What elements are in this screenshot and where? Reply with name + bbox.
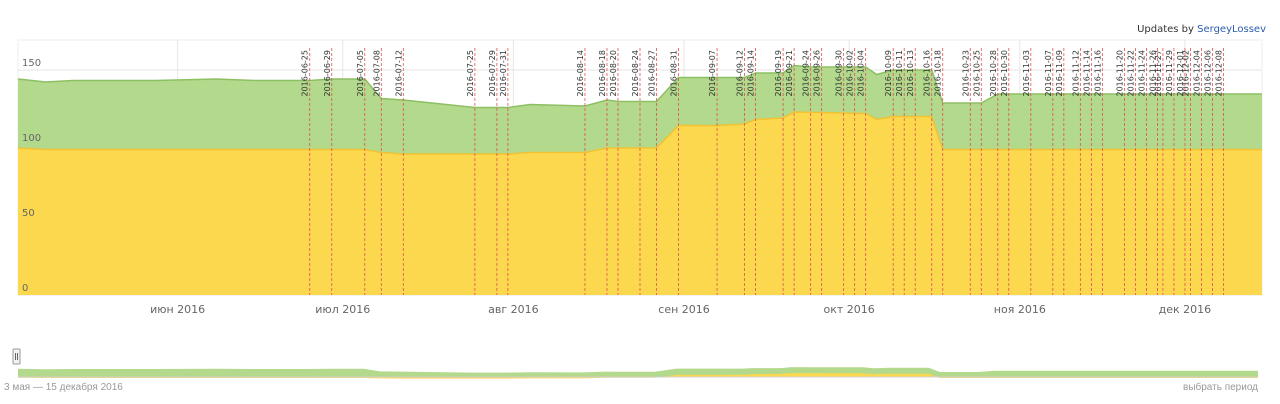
event-marker-label: 2016-09-14	[747, 50, 756, 97]
x-tick-label: дек 2016	[1159, 303, 1212, 316]
navigator-area-0	[18, 367, 1258, 377]
event-marker-label: 2016-07-25	[466, 50, 475, 97]
event-marker-label: 2016-09-21	[785, 50, 794, 97]
updates-prefix: Updates by	[1137, 24, 1194, 35]
event-marker-label: 2016-08-24	[631, 50, 640, 97]
event-marker-label: 2016-10-13	[906, 50, 915, 97]
event-marker-label: 2016-08-18	[598, 50, 607, 97]
event-marker-label: 2016-07-12	[394, 50, 403, 97]
event-marker-label: 2016-09-19	[774, 50, 783, 97]
event-marker-label: 2016-07-05	[356, 50, 365, 97]
event-marker-label: 2016-09-24	[802, 50, 811, 97]
main-chart[interactable]: 0 50 100 150 2016-06-25 2016-06-29 2016-07-05 2…	[0, 0, 1280, 330]
event-marker-label: 2016-10-09	[884, 50, 893, 97]
event-marker-label: 2016-11-14	[1082, 50, 1091, 97]
event-marker-label: 2016-12-06	[1203, 50, 1212, 97]
event-marker-label: 2016-08-31	[670, 50, 679, 97]
event-marker-label: 2016-11-24	[1137, 50, 1146, 97]
event-marker-label: 2016-09-26	[813, 50, 822, 97]
event-marker-label: 2016-10-18	[934, 50, 943, 97]
series-line-0	[17, 64, 1262, 109]
event-marker-label: 2016-11-03	[1022, 50, 1031, 97]
author-link[interactable]: SergeyLossev	[1197, 24, 1266, 35]
event-marker-label: 2016-11-29	[1165, 50, 1174, 97]
event-marker-label: 2016-07-29	[488, 50, 497, 97]
event-marker-label: 2016-10-11	[895, 50, 904, 97]
event-marker-label: 2016-10-02	[846, 50, 855, 97]
y-tick-label: 50	[22, 208, 35, 219]
event-marker-label: 2016-11-07	[1044, 50, 1053, 97]
event-marker-label: 2016-06-25	[301, 50, 310, 97]
event-marker-label: 2016-09-12	[736, 50, 745, 97]
select-period-link[interactable]: выбрать период	[1183, 382, 1258, 393]
x-tick-label: сен 2016	[658, 303, 710, 316]
x-tick-label: окт 2016	[824, 303, 875, 316]
event-marker-label: 2016-10-04	[857, 50, 866, 97]
navigator-left-handle[interactable]	[12, 348, 21, 365]
x-tick-label: ноя 2016	[994, 303, 1046, 316]
event-marker-label: 2016-08-27	[648, 50, 657, 97]
y-tick-label: 100	[22, 133, 41, 144]
y-tick-label: 0	[22, 283, 28, 294]
event-marker-label: 2016-09-07	[708, 50, 717, 97]
event-marker-label: 2016-11-09	[1055, 50, 1064, 97]
event-marker-label: 2016-11-16	[1093, 50, 1102, 97]
event-marker-label: 2016-10-25	[972, 50, 981, 97]
period-range: 3 мая — 15 декабря 2016	[4, 382, 123, 393]
updates-credit: Updates by SergeyLossev	[1137, 24, 1266, 35]
x-tick-label: июн 2016	[150, 303, 205, 316]
event-marker-label: 2016-08-14	[576, 50, 585, 97]
event-marker-label: 2016-12-04	[1192, 50, 1201, 97]
event-marker-label: 2016-11-27	[1154, 50, 1163, 97]
x-tick-label: июл 2016	[315, 303, 370, 316]
event-marker-label: 2016-09-30	[835, 50, 844, 97]
event-marker-label: 2016-11-22	[1126, 50, 1135, 97]
event-marker-label: 2016-10-30	[1000, 50, 1009, 97]
event-marker-label: 2016-11-26	[1148, 50, 1157, 97]
event-marker-label: 2016-11-20	[1115, 50, 1124, 97]
event-marker-label: 2016-12-01	[1176, 50, 1185, 97]
event-marker-label: 2016-10-16	[923, 50, 932, 97]
event-marker-label: 2016-06-29	[323, 50, 332, 97]
event-marker-label: 2016-08-20	[609, 50, 618, 97]
event-marker-label: 2016-12-02	[1181, 50, 1190, 97]
event-marker-label: 2016-10-23	[961, 50, 970, 97]
event-marker-label: 2016-07-31	[499, 50, 508, 97]
event-marker-label: 2016-12-08	[1214, 50, 1223, 97]
event-marker-label: 2016-11-12	[1071, 50, 1080, 97]
event-marker-label: 2016-07-08	[372, 50, 381, 97]
y-tick-label: 150	[22, 58, 41, 69]
event-marker-label: 2016-10-28	[989, 50, 998, 97]
x-tick-label: авг 2016	[488, 303, 539, 316]
